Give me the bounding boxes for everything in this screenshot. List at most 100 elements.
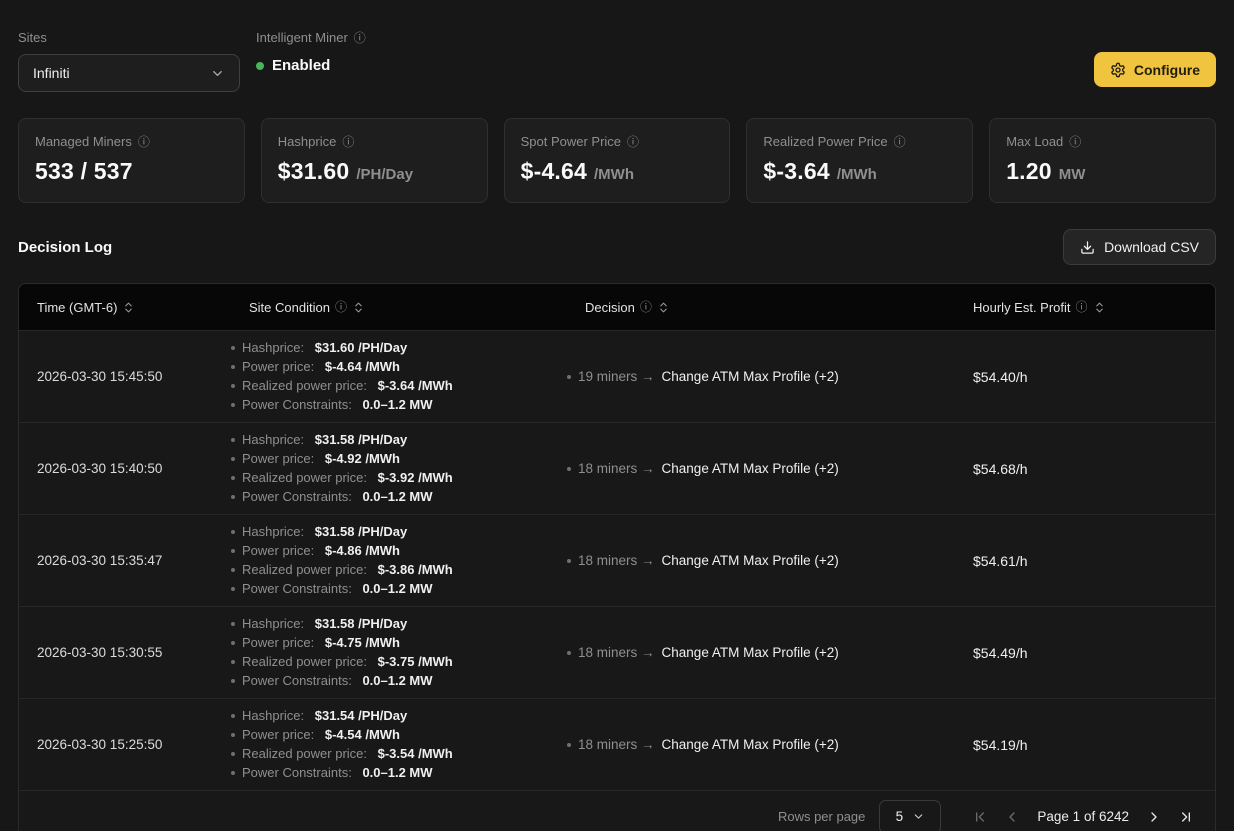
bullet-icon: [567, 743, 571, 747]
row-site-conditions: Hashprice: $31.58 /PH/Day Power price: $…: [231, 433, 567, 504]
bullet-icon: [231, 660, 235, 664]
decision-action: Change ATM Max Profile (+2): [662, 369, 839, 384]
table-row: 2026-03-30 15:40:50 Hashprice: $31.58 /P…: [19, 422, 1215, 514]
column-header-time[interactable]: Time (GMT-6): [19, 300, 231, 315]
site-selector-block: Sites Infiniti: [18, 30, 240, 92]
condition-item: Power Constraints: 0.0–1.2 MW: [231, 398, 567, 412]
stat-card-label: Max Load: [1006, 134, 1063, 149]
column-header-site-condition[interactable]: Site Condition ⓘ: [231, 300, 567, 315]
bullet-icon: [231, 530, 235, 534]
table-row: 2026-03-30 15:30:55 Hashprice: $31.58 /P…: [19, 606, 1215, 698]
row-site-conditions: Hashprice: $31.60 /PH/Day Power price: $…: [231, 341, 567, 412]
sort-icon: [1093, 301, 1106, 314]
info-icon[interactable]: ⓘ: [1069, 136, 1081, 148]
last-page-button[interactable]: [1173, 804, 1199, 830]
configure-button[interactable]: Configure: [1094, 52, 1216, 87]
row-time: 2026-03-30 15:40:50: [19, 461, 231, 476]
condition-item: Hashprice: $31.60 /PH/Day: [231, 341, 567, 355]
row-site-conditions: Hashprice: $31.54 /PH/Day Power price: $…: [231, 709, 567, 780]
page-title: Decision Log: [18, 239, 112, 256]
pagination: Page 1 of 6242: [967, 804, 1199, 830]
table-header-row: Time (GMT-6) Site Condition ⓘ Decision ⓘ…: [19, 284, 1215, 330]
condition-item: Hashprice: $31.58 /PH/Day: [231, 617, 567, 631]
stat-card-value: $-4.64: [521, 158, 587, 185]
info-icon[interactable]: ⓘ: [335, 301, 347, 313]
info-icon[interactable]: ⓘ: [1076, 301, 1088, 313]
download-csv-button[interactable]: Download CSV: [1063, 229, 1216, 265]
bullet-icon: [231, 587, 235, 591]
decision-log-header: Decision Log Download CSV: [18, 229, 1216, 265]
row-time: 2026-03-30 15:25:50: [19, 737, 231, 752]
decision-action: Change ATM Max Profile (+2): [662, 645, 839, 660]
condition-item: Hashprice: $31.58 /PH/Day: [231, 525, 567, 539]
row-profit: $54.61/h: [955, 553, 1215, 569]
bullet-icon: [231, 733, 235, 737]
status-text: Enabled: [272, 57, 330, 74]
row-time: 2026-03-30 15:45:50: [19, 369, 231, 384]
bullet-icon: [231, 495, 235, 499]
column-header-decision[interactable]: Decision ⓘ: [567, 300, 955, 315]
site-select[interactable]: Infiniti: [18, 54, 240, 92]
info-icon[interactable]: ⓘ: [640, 301, 652, 313]
page-status: Page 1 of 6242: [1037, 809, 1129, 824]
bullet-icon: [231, 438, 235, 442]
stat-card-unit: /PH/Day: [356, 166, 413, 183]
stat-card-label: Realized Power Price: [763, 134, 887, 149]
decision-action: Change ATM Max Profile (+2): [662, 553, 839, 568]
info-icon[interactable]: ⓘ: [894, 136, 906, 148]
chevron-down-icon: [912, 810, 925, 823]
row-decision: 18 miners → Change ATM Max Profile (+2): [567, 645, 955, 660]
sort-icon: [122, 301, 135, 314]
first-page-button[interactable]: [967, 804, 993, 830]
condition-item: Hashprice: $31.54 /PH/Day: [231, 709, 567, 723]
bullet-icon: [567, 651, 571, 655]
table-row: 2026-03-30 15:25:50 Hashprice: $31.54 /P…: [19, 698, 1215, 790]
prev-page-button[interactable]: [999, 804, 1025, 830]
condition-item: Realized power price: $-3.92 /MWh: [231, 471, 567, 485]
bullet-icon: [231, 384, 235, 388]
sites-label: Sites: [18, 30, 240, 45]
row-profit: $54.40/h: [955, 369, 1215, 385]
bullet-icon: [231, 641, 235, 645]
chevron-down-icon: [210, 66, 225, 81]
bullet-icon: [231, 752, 235, 756]
bullet-icon: [231, 622, 235, 626]
row-profit: $54.49/h: [955, 645, 1215, 661]
stat-card-label: Hashprice: [278, 134, 337, 149]
miner-status: Enabled: [256, 57, 366, 74]
stat-card: Max Load ⓘ 1.20 MW: [989, 118, 1216, 203]
info-icon[interactable]: ⓘ: [138, 136, 150, 148]
column-header-profit[interactable]: Hourly Est. Profit ⓘ: [955, 300, 1215, 315]
stat-card-label: Managed Miners: [35, 134, 132, 149]
condition-item: Realized power price: $-3.54 /MWh: [231, 747, 567, 761]
download-icon: [1080, 240, 1095, 255]
sort-icon: [352, 301, 365, 314]
bullet-icon: [231, 771, 235, 775]
decision-action: Change ATM Max Profile (+2): [662, 461, 839, 476]
bullet-icon: [231, 403, 235, 407]
bullet-icon: [231, 568, 235, 572]
stats-row: Managed Miners ⓘ 533 / 537 Hashprice ⓘ $…: [18, 118, 1216, 203]
stat-card: Hashprice ⓘ $31.60 /PH/Day: [261, 118, 488, 203]
condition-item: Power Constraints: 0.0–1.2 MW: [231, 674, 567, 688]
info-icon[interactable]: ⓘ: [627, 136, 639, 148]
info-icon[interactable]: ⓘ: [354, 32, 366, 44]
configure-button-label: Configure: [1134, 62, 1200, 78]
row-profit: $54.19/h: [955, 737, 1215, 753]
condition-item: Power Constraints: 0.0–1.2 MW: [231, 766, 567, 780]
info-icon[interactable]: ⓘ: [342, 136, 354, 148]
bullet-icon: [567, 467, 571, 471]
bullet-icon: [231, 365, 235, 369]
condition-item: Realized power price: $-3.86 /MWh: [231, 563, 567, 577]
decision-miner-count: 18 miners →: [578, 645, 655, 660]
row-time: 2026-03-30 15:30:55: [19, 645, 231, 660]
row-profit: $54.68/h: [955, 461, 1215, 477]
condition-item: Power Constraints: 0.0–1.2 MW: [231, 490, 567, 504]
stat-card-unit: /MWh: [594, 166, 634, 183]
row-site-conditions: Hashprice: $31.58 /PH/Day Power price: $…: [231, 525, 567, 596]
row-decision: 18 miners → Change ATM Max Profile (+2): [567, 737, 955, 752]
stat-card: Realized Power Price ⓘ $-3.64 /MWh: [746, 118, 973, 203]
table-row: 2026-03-30 15:35:47 Hashprice: $31.58 /P…: [19, 514, 1215, 606]
rows-per-page-select[interactable]: 5: [879, 800, 941, 831]
next-page-button[interactable]: [1141, 804, 1167, 830]
